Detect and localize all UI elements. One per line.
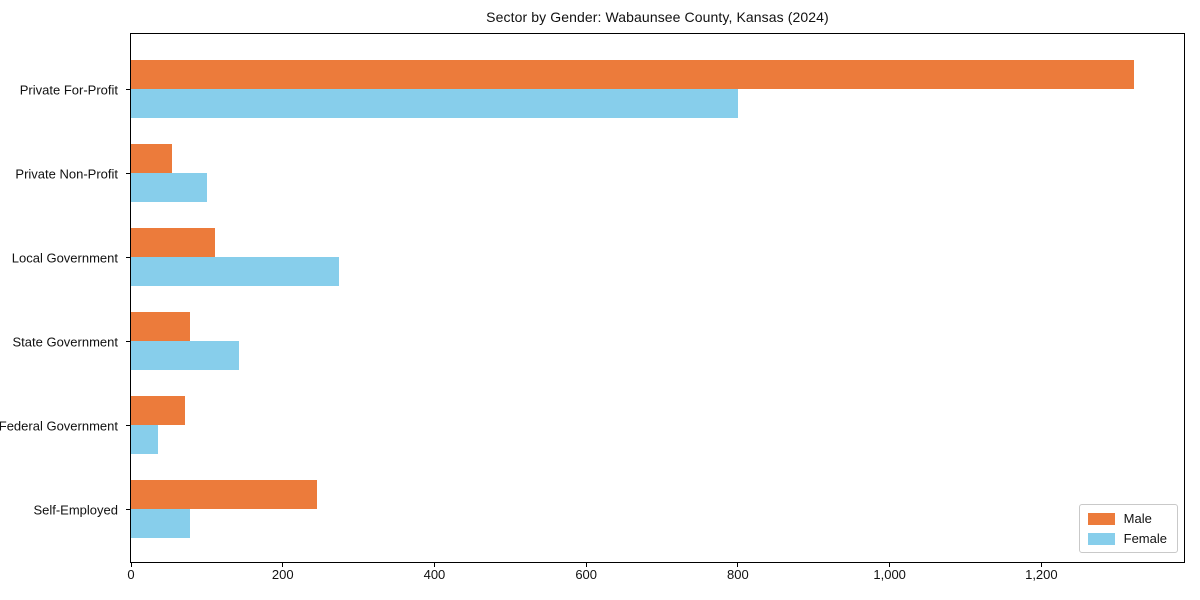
x-tick-label-600: 600 bbox=[575, 567, 598, 582]
legend-swatch-female bbox=[1087, 532, 1115, 545]
y-label-self-employed: Self-Employed bbox=[33, 502, 118, 518]
bar-female-state-government bbox=[131, 341, 239, 370]
y-label-private-for-profit: Private For-Profit bbox=[19, 82, 118, 98]
bar-male-private-non-profit bbox=[131, 144, 172, 173]
y-tick-state-government bbox=[126, 341, 130, 342]
y-tick-private-for-profit bbox=[126, 89, 130, 90]
bar-male-federal-government bbox=[131, 396, 185, 425]
bar-female-local-government bbox=[131, 257, 339, 286]
x-tick-600 bbox=[585, 563, 587, 567]
x-tick-400 bbox=[433, 563, 435, 567]
bar-female-self-employed bbox=[131, 509, 191, 538]
y-label-local-government: Local Government bbox=[11, 250, 118, 266]
y-label-state-government: State Government bbox=[12, 334, 119, 350]
bar-female-private-for-profit bbox=[131, 89, 738, 118]
y-axis: Private For-Profit Private Non-Profit Loca… bbox=[0, 34, 130, 562]
chart-title: Sector by Gender: Wabaunsee County, Kans… bbox=[486, 9, 829, 25]
plot-area: Male Female bbox=[126, 33, 1185, 567]
bar-male-state-government bbox=[131, 312, 191, 341]
legend-entry-female: Female bbox=[1087, 531, 1167, 546]
x-tick-1,000 bbox=[889, 563, 891, 567]
y-tick-federal-government bbox=[126, 425, 130, 426]
x-tick-label-200: 200 bbox=[271, 567, 294, 582]
bar-male-self-employed bbox=[131, 480, 317, 509]
legend: Male Female bbox=[1078, 504, 1178, 553]
bar-male-private-for-profit bbox=[131, 60, 1134, 89]
legend-label-male: Male bbox=[1123, 511, 1152, 526]
bar-female-private-non-profit bbox=[131, 173, 207, 202]
bar-male-local-government bbox=[131, 228, 216, 257]
legend-swatch-male bbox=[1087, 512, 1115, 525]
x-tick-label-0: 0 bbox=[127, 567, 135, 582]
x-tick-label-1,000: 1,000 bbox=[873, 567, 906, 582]
x-tick-label-400: 400 bbox=[423, 567, 446, 582]
y-label-federal-government: Federal Government bbox=[0, 418, 118, 434]
x-tick-label-800: 800 bbox=[727, 567, 749, 582]
x-tick-label-1,200: 1,200 bbox=[1025, 567, 1058, 582]
x-tick-200 bbox=[282, 563, 284, 567]
legend-entry-male: Male bbox=[1087, 511, 1167, 526]
y-tick-self-employed bbox=[126, 509, 130, 510]
bar-female-federal-government bbox=[131, 425, 159, 454]
x-tick-800 bbox=[737, 563, 739, 567]
legend-label-female: Female bbox=[1123, 531, 1167, 546]
y-tick-private-non-profit bbox=[126, 173, 130, 174]
y-label-private-non-profit: Private Non-Profit bbox=[15, 166, 118, 182]
y-tick-local-government bbox=[126, 257, 130, 258]
x-axis: 0 200 400 600 800 1,000 1,200 bbox=[0, 567, 1200, 587]
x-tick-0 bbox=[130, 563, 132, 567]
x-tick-1,200 bbox=[1040, 563, 1042, 567]
